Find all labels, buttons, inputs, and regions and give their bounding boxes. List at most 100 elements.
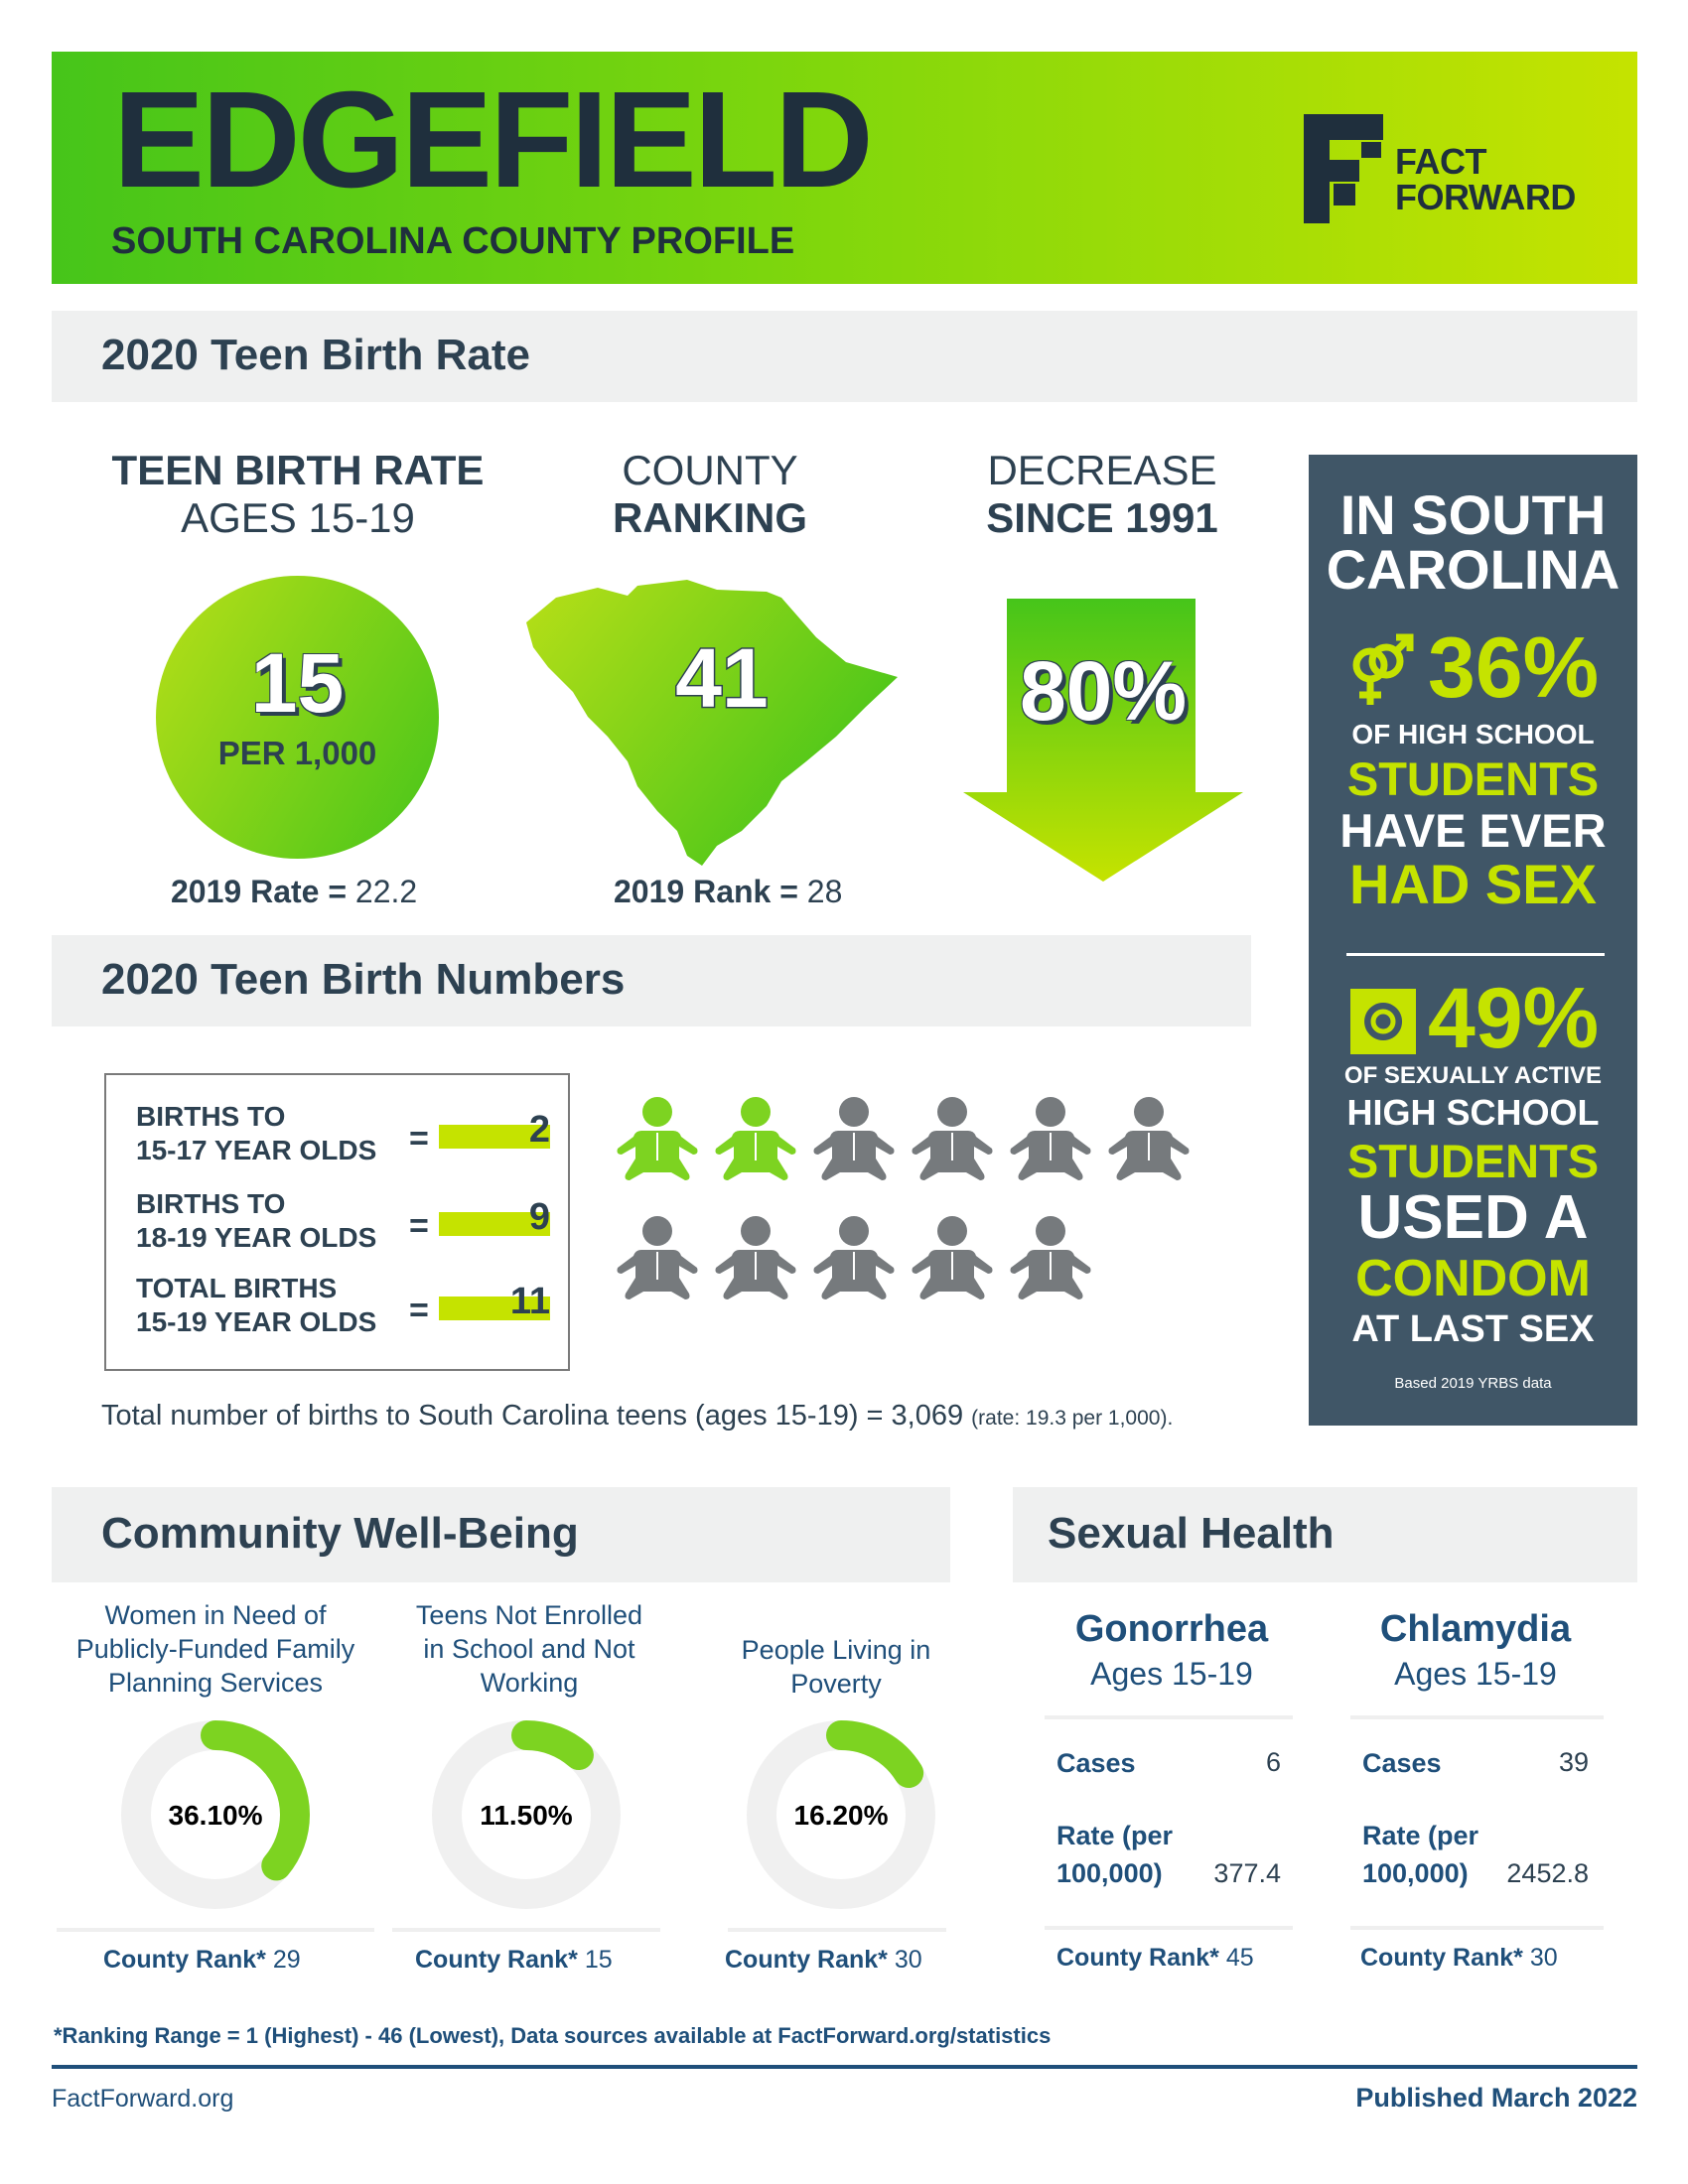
gonorrhea-divider-bottom <box>1045 1926 1293 1930</box>
community-item-1-title-line3: Planning Services <box>107 1668 324 1698</box>
header-banner: EDGEFIELD SOUTH CAROLINA COUNTY PROFILE … <box>52 52 1637 284</box>
county-ranking-value: 41 <box>675 631 768 725</box>
footer-site-link[interactable]: FactForward.org <box>52 2085 234 2113</box>
births-row-total-label-line2: 15-19 YEAR OLDS <box>136 1306 377 1337</box>
panel-stat1-line4: HAD SEX <box>1349 853 1597 915</box>
chlamydia-rate-label-line1: Rate (per <box>1362 1821 1479 1850</box>
teen-birth-rate-section-bar: 2020 Teen Birth Rate <box>52 311 1637 402</box>
prior-rate-label: 2019 Rate = <box>171 874 348 909</box>
baby-icon <box>1010 1216 1091 1299</box>
panel-stat2-line6: AT LAST SEX <box>1351 1308 1595 1350</box>
community-item-2-title-line1: Teens Not Enrolled <box>415 1600 643 1630</box>
gonorrhea-rate-label-line1: Rate (per <box>1056 1821 1174 1850</box>
births-row-15-17-equals: = <box>409 1120 429 1158</box>
births-row-18-19-label: BIRTHS TO 18-19 YEAR OLDS <box>136 1187 376 1255</box>
births-row-total-equals: = <box>409 1292 429 1329</box>
births-row-total-label-line1: TOTAL BIRTHS <box>136 1273 338 1303</box>
state-rate-text: (rate: 19.3 per 1,000). <box>971 1407 1174 1430</box>
gonorrhea-subtitle: Ages 15-19 <box>1090 1656 1253 1692</box>
community-item-1-rank-label: County Rank* <box>103 1946 266 1974</box>
county-name: EDGEFIELD <box>113 64 874 216</box>
baby-icon <box>1108 1097 1190 1180</box>
panel-stat2-value: 49% <box>1428 971 1600 1066</box>
teen-birth-rate-section-title: 2020 Teen Birth Rate <box>101 331 531 379</box>
chlamydia-rate-value: 2452.8 <box>1506 1858 1589 1888</box>
community-item-3-divider <box>728 1928 946 1932</box>
logo-line-forward: FORWARD <box>1395 177 1576 217</box>
baby-icon <box>912 1097 993 1180</box>
prior-rate-value: 22.2 <box>354 874 418 909</box>
baby-pictogram <box>616 1097 1231 1355</box>
community-item-3-title: People Living in Poverty <box>707 1633 965 1701</box>
south-carolina-map-icon: 41 <box>526 580 898 866</box>
county-ranking-heading-line2: RANKING <box>613 494 807 541</box>
gonorrhea-rate-label: Rate (per 100,000) <box>1056 1817 1173 1892</box>
panel-stat2-line2: HIGH SCHOOL <box>1346 1092 1600 1133</box>
profile-subtitle: SOUTH CAROLINA COUNTY PROFILE <box>111 220 795 262</box>
county-ranking-heading-line1: COUNTY <box>622 447 798 493</box>
births-row-15-17-value: 2 <box>528 1109 550 1151</box>
community-item-1-title: Women in Need of Publicly-Funded Family … <box>57 1598 374 1700</box>
sexual-health-section-title: Sexual Health <box>1048 1509 1335 1558</box>
decrease-heading-line1: DECREASE <box>987 447 1217 493</box>
births-row-total-value: 11 <box>509 1281 550 1322</box>
community-item-2-rank-label: County Rank* <box>415 1946 578 1974</box>
births-row-total-label: TOTAL BIRTHS 15-19 YEAR OLDS <box>136 1272 376 1339</box>
gonorrhea-cases-label: Cases <box>1056 1748 1136 1778</box>
community-item-2-donut: 11.50% <box>432 1720 621 1909</box>
sexual-health-section-bar: Sexual Health <box>1013 1487 1637 1582</box>
community-item-3-title-line2: Poverty <box>790 1669 882 1699</box>
gonorrhea-rank: County Rank* 45 <box>1056 1944 1254 1973</box>
births-row-15-17-bar <box>439 1125 550 1149</box>
births-row-total-bar <box>439 1297 550 1320</box>
community-item-1-rank-value: 29 <box>272 1946 301 1974</box>
baby-icon <box>617 1216 698 1299</box>
panel-stat1-value: 36% <box>1428 620 1600 716</box>
community-item-1-donut: 36.10% <box>121 1720 310 1909</box>
baby-icon <box>813 1097 895 1180</box>
chlamydia-cases-label: Cases <box>1362 1748 1442 1778</box>
fact-forward-logo-icon <box>1304 114 1383 223</box>
chlamydia-subtitle: Ages 15-19 <box>1394 1656 1557 1692</box>
panel-stat1-line3: HAVE EVER <box>1339 804 1607 857</box>
panel-stat2-line4: USED A <box>1357 1183 1589 1252</box>
community-item-1-title-line2: Publicly-Funded Family <box>75 1634 355 1664</box>
panel-stat2-line5: CONDOM <box>1355 1250 1591 1307</box>
baby-icon <box>617 1097 698 1180</box>
community-section-bar: Community Well-Being <box>52 1487 950 1582</box>
decrease-heading-line2: SINCE 1991 <box>986 494 1218 541</box>
community-item-2-title: Teens Not Enrolled in School and Not Wor… <box>385 1598 673 1700</box>
community-item-2-title-line3: Working <box>480 1668 579 1698</box>
baby-icon <box>912 1216 993 1299</box>
published-date: Published March 2022 <box>1355 2083 1637 2113</box>
community-item-1-rank: County Rank* 29 <box>103 1946 301 1975</box>
chlamydia-divider-top <box>1350 1715 1604 1719</box>
panel-stat1-line2: STUDENTS <box>1346 752 1600 805</box>
chlamydia-divider-bottom <box>1350 1926 1604 1930</box>
gonorrhea-rank-label: County Rank* <box>1056 1944 1219 1972</box>
panel-title-line1: IN SOUTH <box>1339 483 1607 546</box>
gonorrhea-rate-value: 377.4 <box>1213 1858 1281 1888</box>
baby-icon <box>715 1216 796 1299</box>
county-ranking-heading: COUNTY RANKING <box>556 447 864 542</box>
state-total-note: Total number of births to South Carolina… <box>101 1400 1173 1433</box>
chlamydia-rate-label-line2: 100,000) <box>1362 1858 1469 1888</box>
gonorrhea-cases-value: 6 <box>1265 1747 1281 1777</box>
teen-birth-numbers-section-bar: 2020 Teen Birth Numbers <box>52 935 1251 1026</box>
chlamydia-rank: County Rank* 30 <box>1360 1944 1558 1973</box>
teen-birth-rate-heading-line1: TEEN BIRTH RATE <box>111 447 485 493</box>
teen-birth-rate-heading: TEEN BIRTH RATE AGES 15-19 <box>94 447 501 542</box>
panel-stat2-line1: OF SEXUALLY ACTIVE <box>1343 1062 1603 1089</box>
down-arrow-icon <box>963 599 1243 882</box>
community-item-2-rank: County Rank* 15 <box>415 1946 613 1975</box>
community-item-3-donut: 16.20% <box>747 1720 935 1909</box>
community-item-2-rank-value: 15 <box>584 1946 613 1974</box>
community-item-3-rank-value: 30 <box>894 1946 922 1974</box>
gonorrhea-title: Gonorrhea <box>1074 1608 1269 1650</box>
fact-forward-logo: FACT FORWARD <box>1304 114 1631 223</box>
births-row-15-17-label: BIRTHS TO 15-17 YEAR OLDS <box>136 1100 376 1167</box>
gonorrhea-rank-value: 45 <box>1225 1944 1254 1972</box>
baby-icon <box>1010 1097 1091 1180</box>
teen-birth-rate-value: 15 <box>250 636 345 730</box>
prior-rank-label: 2019 Rank = <box>614 874 798 909</box>
